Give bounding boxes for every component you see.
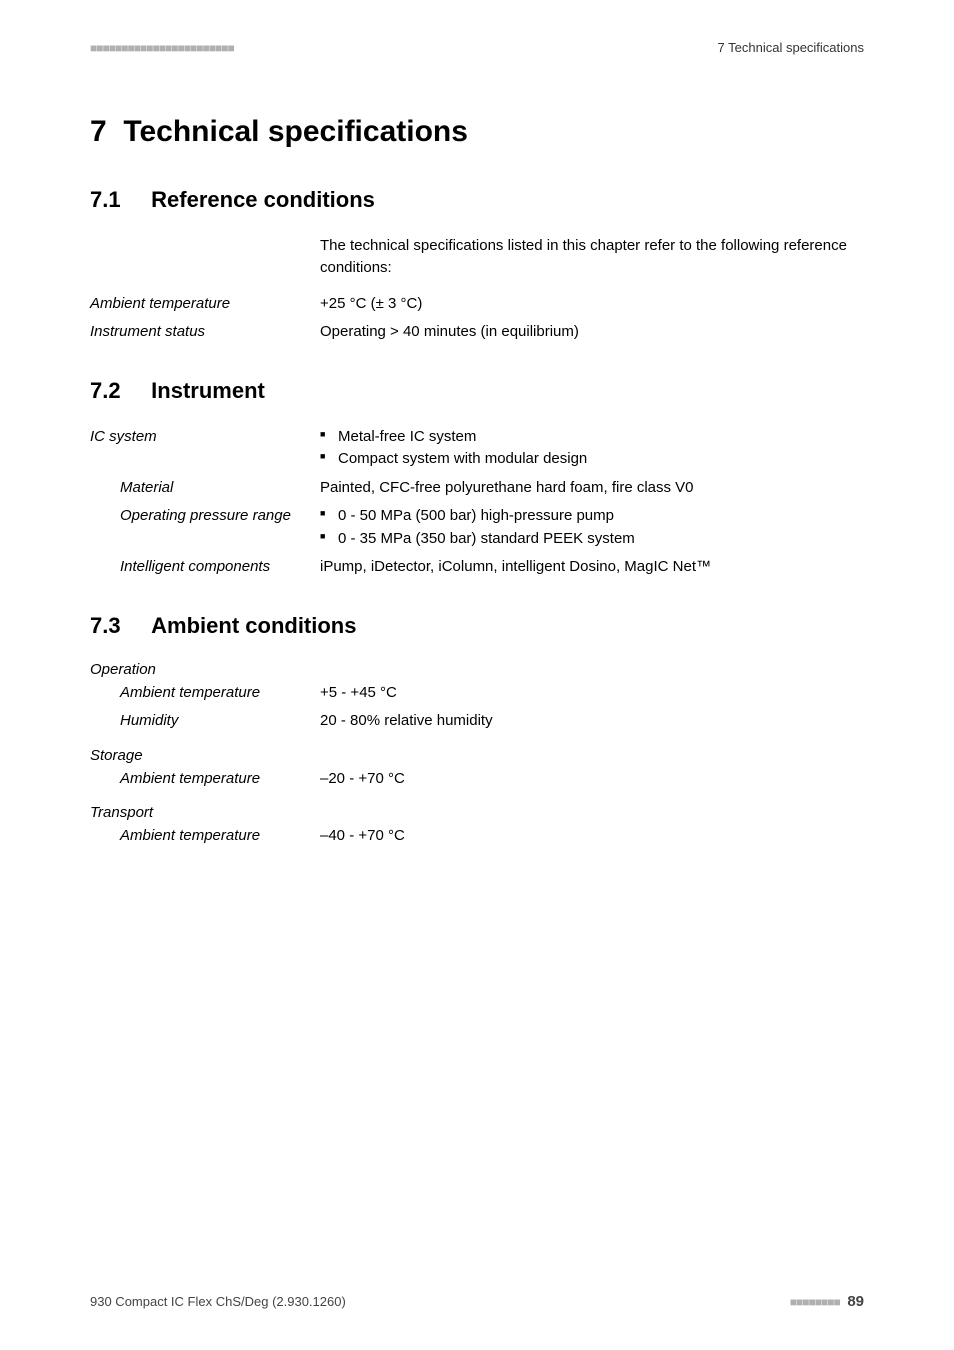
chapter-heading: 7 Technical specifications (90, 115, 864, 149)
spec-value: Operating > 40 minutes (in equilibrium) (320, 321, 864, 344)
spec-value: +5 - +45 °C (320, 682, 864, 705)
chapter-number: 7 (90, 115, 107, 148)
spec-value: 0 - 50 MPa (500 bar) high-pressure pump … (320, 505, 864, 550)
spec-row-ambient-temp: Ambient temperature +25 °C (± 3 °C) (90, 293, 864, 316)
spec-value: –40 - +70 °C (320, 825, 864, 848)
section-number: 7.1 (90, 187, 121, 212)
spec-row-instrument-status: Instrument status Operating > 40 minutes… (90, 321, 864, 344)
spec-label: Ambient temperature (90, 682, 320, 705)
spec-value: +25 °C (± 3 °C) (320, 293, 864, 316)
spec-row-transport-temp: Ambient temperature –40 - +70 °C (90, 825, 864, 848)
chapter-title: Technical specifications (123, 115, 468, 148)
section-heading: 7.2 Instrument (90, 378, 864, 404)
section-intro-text: The technical specifications listed in t… (320, 235, 864, 279)
section-number: 7.2 (90, 378, 121, 403)
group-storage-heading: Storage (90, 747, 864, 764)
spec-row-ic-system: IC system Metal-free IC system Compact s… (90, 426, 864, 471)
header-chapter-label: 7 Technical specifications (718, 40, 864, 55)
spec-label: Ambient temperature (90, 825, 320, 848)
list-item: 0 - 35 MPa (350 bar) standard PEEK syste… (338, 528, 864, 551)
section-heading: 7.3 Ambient conditions (90, 613, 864, 639)
spec-label: Humidity (90, 710, 320, 733)
footer-bars-icon: ■■■■■■■■ (790, 1295, 840, 1309)
spec-label: Operating pressure range (90, 505, 320, 528)
spec-row-material: Material Painted, CFC-free polyurethane … (90, 477, 864, 500)
spec-value: –20 - +70 °C (320, 768, 864, 791)
spec-label: Intelligent components (90, 556, 320, 579)
section-reference-conditions: 7.1 Reference conditions The technical s… (90, 187, 864, 344)
section-title: Ambient conditions (151, 613, 356, 638)
section-instrument: 7.2 Instrument IC system Metal-free IC s… (90, 378, 864, 579)
section-number: 7.3 (90, 613, 121, 638)
spec-row-intelligent-components: Intelligent components iPump, iDetector,… (90, 556, 864, 579)
header-bars-icon: ■■■■■■■■■■■■■■■■■■■■■■■ (90, 41, 234, 55)
spec-label: Ambient temperature (90, 293, 320, 316)
footer-product-label: 930 Compact IC Flex ChS/Deg (2.930.1260) (90, 1294, 346, 1309)
group-transport-heading: Transport (90, 804, 864, 821)
spec-row-operating-pressure: Operating pressure range 0 - 50 MPa (500… (90, 505, 864, 550)
spec-value: Painted, CFC-free polyurethane hard foam… (320, 477, 864, 500)
section-title: Reference conditions (151, 187, 375, 212)
section-ambient-conditions: 7.3 Ambient conditions Operation Ambient… (90, 613, 864, 848)
spec-label: Instrument status (90, 321, 320, 344)
spec-label: Ambient temperature (90, 768, 320, 791)
spec-row-op-temp: Ambient temperature +5 - +45 °C (90, 682, 864, 705)
list-item: 0 - 50 MPa (500 bar) high-pressure pump (338, 505, 864, 528)
spec-label: Material (90, 477, 320, 500)
section-heading: 7.1 Reference conditions (90, 187, 864, 213)
spec-label: IC system (90, 426, 320, 449)
group-operation-heading: Operation (90, 661, 864, 678)
spec-row-storage-temp: Ambient temperature –20 - +70 °C (90, 768, 864, 791)
spec-value: 20 - 80% relative humidity (320, 710, 864, 733)
spec-value: Metal-free IC system Compact system with… (320, 426, 864, 471)
footer-page-number: 89 (847, 1293, 864, 1310)
section-title: Instrument (151, 378, 265, 403)
page: ■■■■■■■■■■■■■■■■■■■■■■■ 7 Technical spec… (0, 0, 954, 1350)
page-header: ■■■■■■■■■■■■■■■■■■■■■■■ 7 Technical spec… (90, 40, 864, 55)
spec-row-op-humidity: Humidity 20 - 80% relative humidity (90, 710, 864, 733)
list-item: Metal-free IC system (338, 426, 864, 449)
spec-value: iPump, iDetector, iColumn, intelligent D… (320, 556, 864, 579)
footer-right: ■■■■■■■■ 89 (790, 1293, 864, 1310)
list-item: Compact system with modular design (338, 448, 864, 471)
page-footer: 930 Compact IC Flex ChS/Deg (2.930.1260)… (90, 1293, 864, 1310)
